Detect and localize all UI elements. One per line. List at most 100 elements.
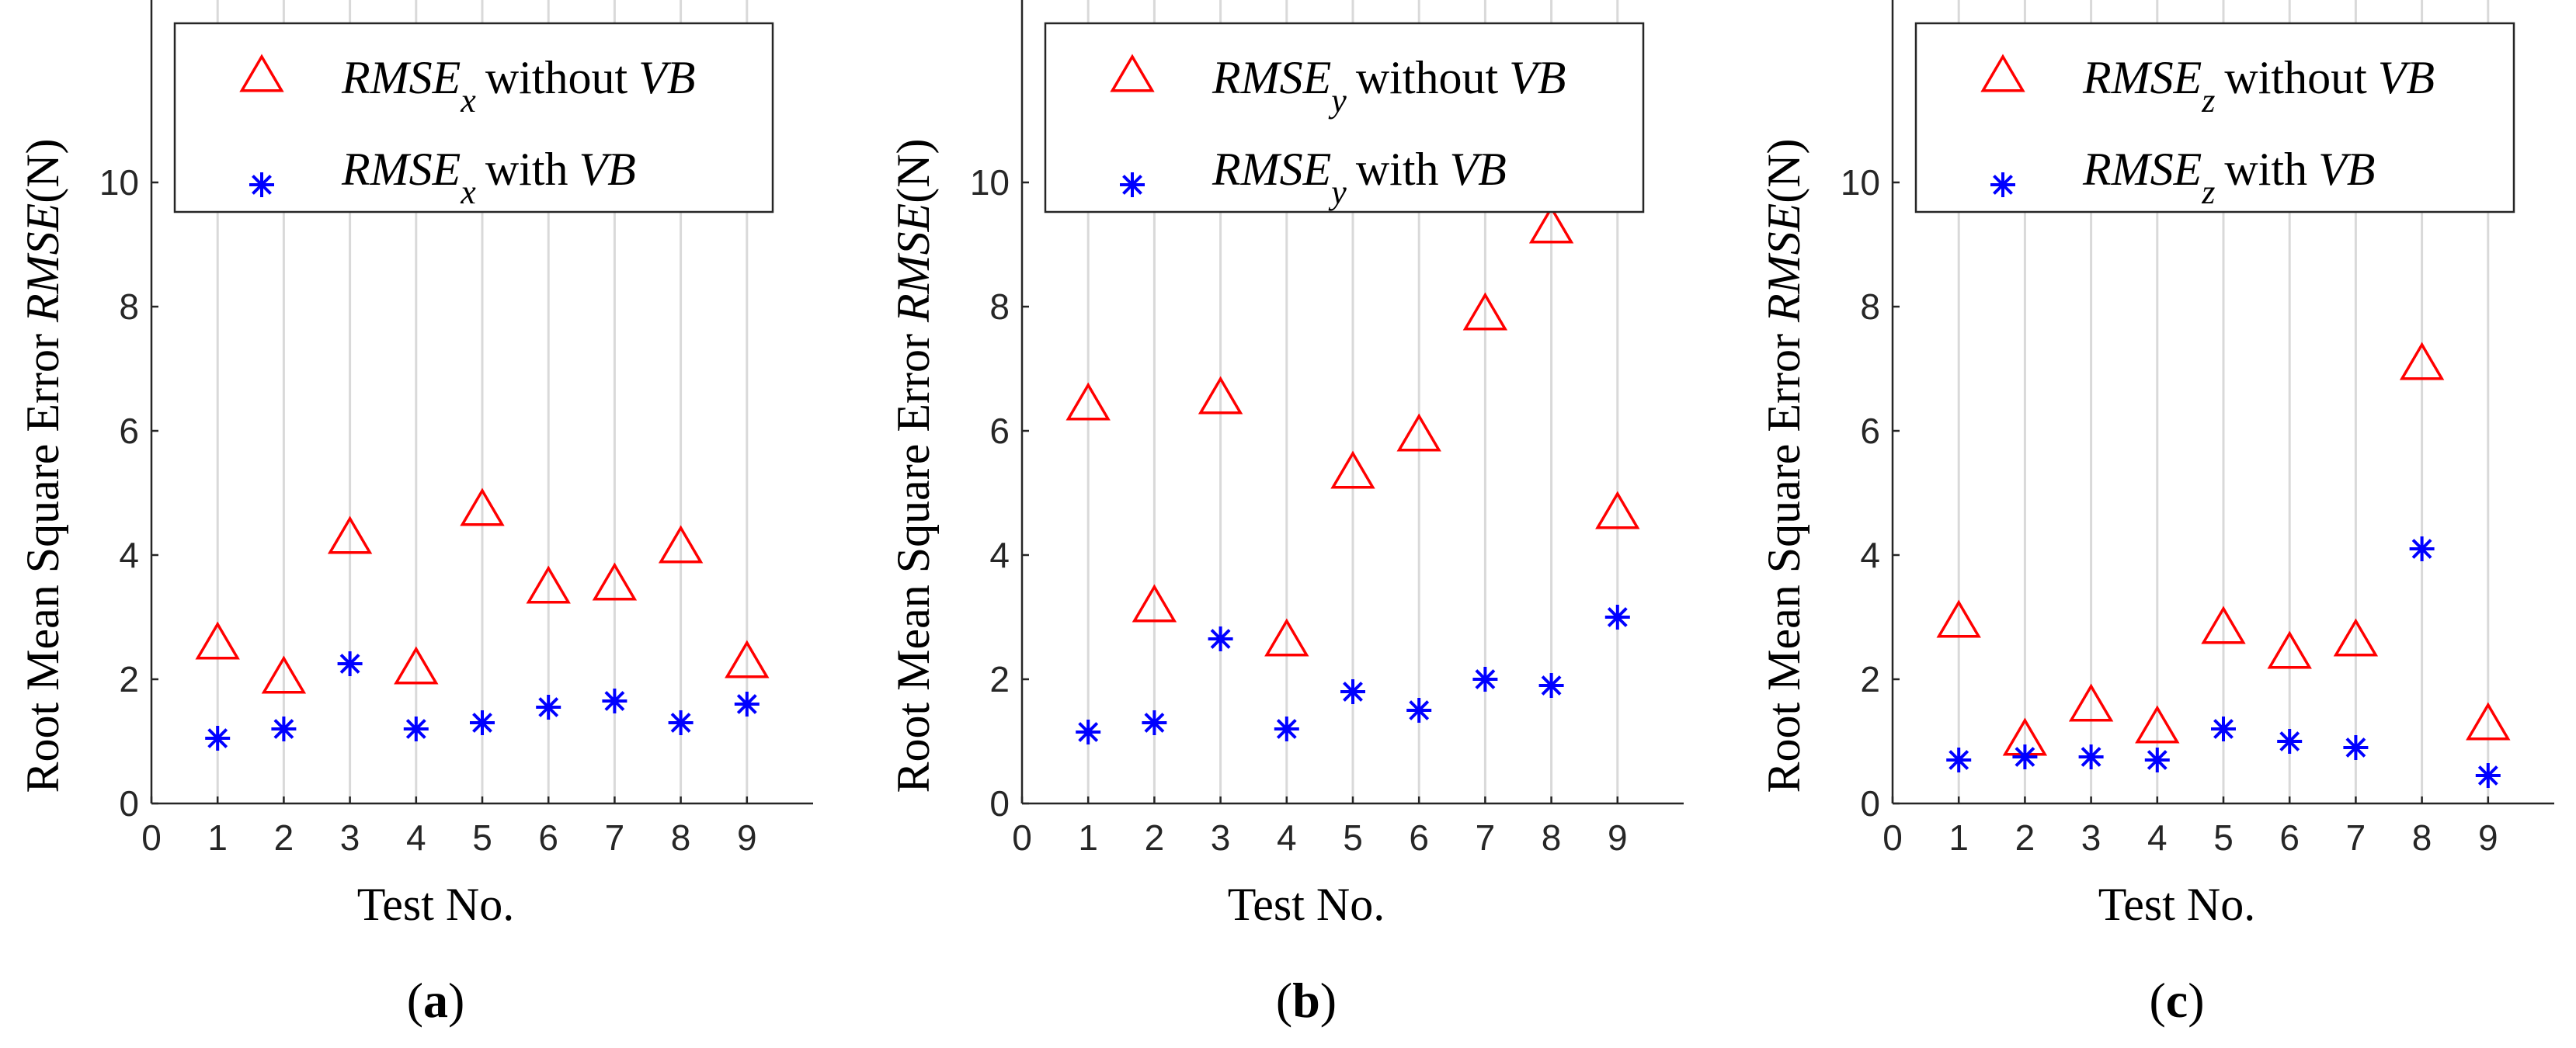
asterisk-stroke	[2279, 731, 2300, 751]
legend-var: RMSE	[1212, 144, 1331, 195]
asterisk-stroke	[1343, 682, 1363, 702]
legend-triangle-icon	[239, 54, 284, 92]
x-tick-label: 4	[2147, 817, 2168, 858]
data-point-asterisk	[403, 717, 429, 741]
y-axis-label-prefix: Root Mean Square Error	[888, 322, 939, 793]
asterisk-stroke	[2411, 539, 2432, 559]
asterisk-stroke	[1607, 607, 1628, 627]
y-axis-label-unit: (N)	[17, 138, 68, 203]
series-asterisk	[1946, 536, 2501, 788]
x-tick-label: 8	[2412, 817, 2432, 858]
series-asterisk	[1076, 605, 1630, 744]
legend-mid: without	[1356, 52, 1499, 103]
data-point-triangle	[2399, 342, 2445, 380]
panel-label: (a)	[407, 973, 465, 1028]
legend-asterisk-icon	[1120, 172, 1145, 197]
y-tick-label: 6	[1860, 411, 1880, 451]
asterisk-stroke	[1210, 629, 1231, 649]
asterisk-stroke	[1949, 750, 1969, 770]
y-tick-label: 10	[1841, 162, 1880, 203]
series-triangle	[1066, 205, 1640, 657]
data-point-triangle	[1396, 413, 1441, 452]
data-point-triangle	[1528, 205, 1574, 244]
y-axis-label-variable: RMSE	[1758, 203, 1809, 323]
data-point-triangle	[1264, 618, 1309, 657]
y-tick-label: 8	[1860, 286, 1880, 327]
data-point-triangle	[1132, 584, 1177, 623]
panel-label-letter: b	[1292, 973, 1320, 1028]
panel-label-letter: c	[2166, 973, 2188, 1028]
data-point-asterisk	[1538, 673, 1564, 698]
x-tick-label: 7	[1476, 817, 1496, 858]
asterisk-stroke	[405, 719, 426, 739]
data-point-asterisk	[2144, 748, 2170, 772]
asterisk-stroke	[604, 691, 625, 711]
legend-var: RMSE	[2082, 52, 2202, 103]
panel-label-close: )	[448, 973, 464, 1028]
series-triangle	[195, 488, 770, 694]
data-point-triangle	[2135, 705, 2180, 744]
data-point-triangle	[261, 655, 307, 694]
y-tick-label: 8	[119, 286, 139, 327]
x-tick-label: 7	[605, 817, 625, 858]
asterisk-stroke	[1276, 719, 1297, 739]
legend-subscript: y	[1328, 82, 1347, 120]
x-tick-label: 4	[1277, 817, 1297, 858]
data-point-triangle	[592, 562, 638, 601]
asterisk-stroke	[339, 654, 360, 674]
legend-entry: RMSEy without VB	[1212, 52, 1566, 120]
asterisk-stroke	[1541, 675, 1562, 696]
legend-mid: with	[1356, 144, 1439, 195]
y-axis-label-variable: RMSE	[888, 203, 939, 323]
y-tick-label: 6	[119, 411, 139, 451]
y-tick-label: 4	[119, 535, 139, 575]
data-point-asterisk	[602, 689, 627, 713]
data-point-asterisk	[337, 651, 363, 676]
x-axis-label: Test No.	[1228, 879, 1385, 930]
data-point-asterisk	[1142, 710, 1167, 735]
legend-subscript: x	[460, 173, 476, 211]
y-tick-label: 8	[989, 286, 1010, 327]
data-point-triangle	[1462, 292, 1508, 331]
asterisk-stroke	[670, 713, 691, 733]
legend-mid: without	[485, 52, 628, 103]
asterisk-stroke	[207, 728, 228, 748]
legend-var: RMSE	[341, 144, 461, 195]
legend-var: RMSE	[2082, 144, 2202, 195]
panel-label-close: )	[2188, 973, 2204, 1028]
x-tick-label: 0	[141, 817, 162, 858]
panel-label-open: (	[1276, 973, 1292, 1028]
data-point-triangle	[2333, 618, 2379, 657]
data-point-asterisk	[1340, 679, 1365, 704]
y-tick-label: 0	[989, 783, 1010, 824]
asterisk-stroke	[2015, 747, 2035, 767]
data-point-asterisk	[1472, 667, 1498, 692]
data-point-asterisk	[668, 710, 694, 735]
legend-entry: RMSEz with VB	[2082, 144, 2375, 211]
asterisk-stroke	[1144, 713, 1165, 733]
x-tick-label: 6	[538, 817, 558, 858]
data-point-triangle	[195, 621, 240, 660]
data-point-triangle	[2201, 606, 2246, 644]
x-axis-label: Test No.	[357, 879, 514, 930]
legend-box	[173, 22, 774, 213]
asterisk-stroke	[2213, 719, 2234, 739]
data-point-asterisk	[2211, 717, 2236, 741]
data-point-asterisk	[1406, 698, 1432, 723]
y-tick-label: 0	[119, 783, 139, 824]
data-point-asterisk	[205, 726, 231, 751]
x-tick-label: 2	[274, 817, 294, 858]
x-tick-label: 3	[340, 817, 360, 858]
data-point-triangle	[1198, 376, 1243, 415]
x-tick-label: 2	[1145, 817, 1165, 858]
asterisk-stroke	[1122, 175, 1142, 195]
legend-subscript: x	[460, 82, 476, 120]
asterisk-stroke	[273, 719, 294, 739]
legend-entry: RMSEz without VB	[2082, 52, 2435, 120]
data-point-triangle	[2466, 702, 2511, 741]
data-point-asterisk	[1208, 626, 1233, 651]
legend-entry: RMSEx without VB	[341, 52, 695, 120]
y-tick-label: 4	[1860, 535, 1880, 575]
legend: RMSEz without VB RMSEz with VB	[1914, 22, 2515, 213]
